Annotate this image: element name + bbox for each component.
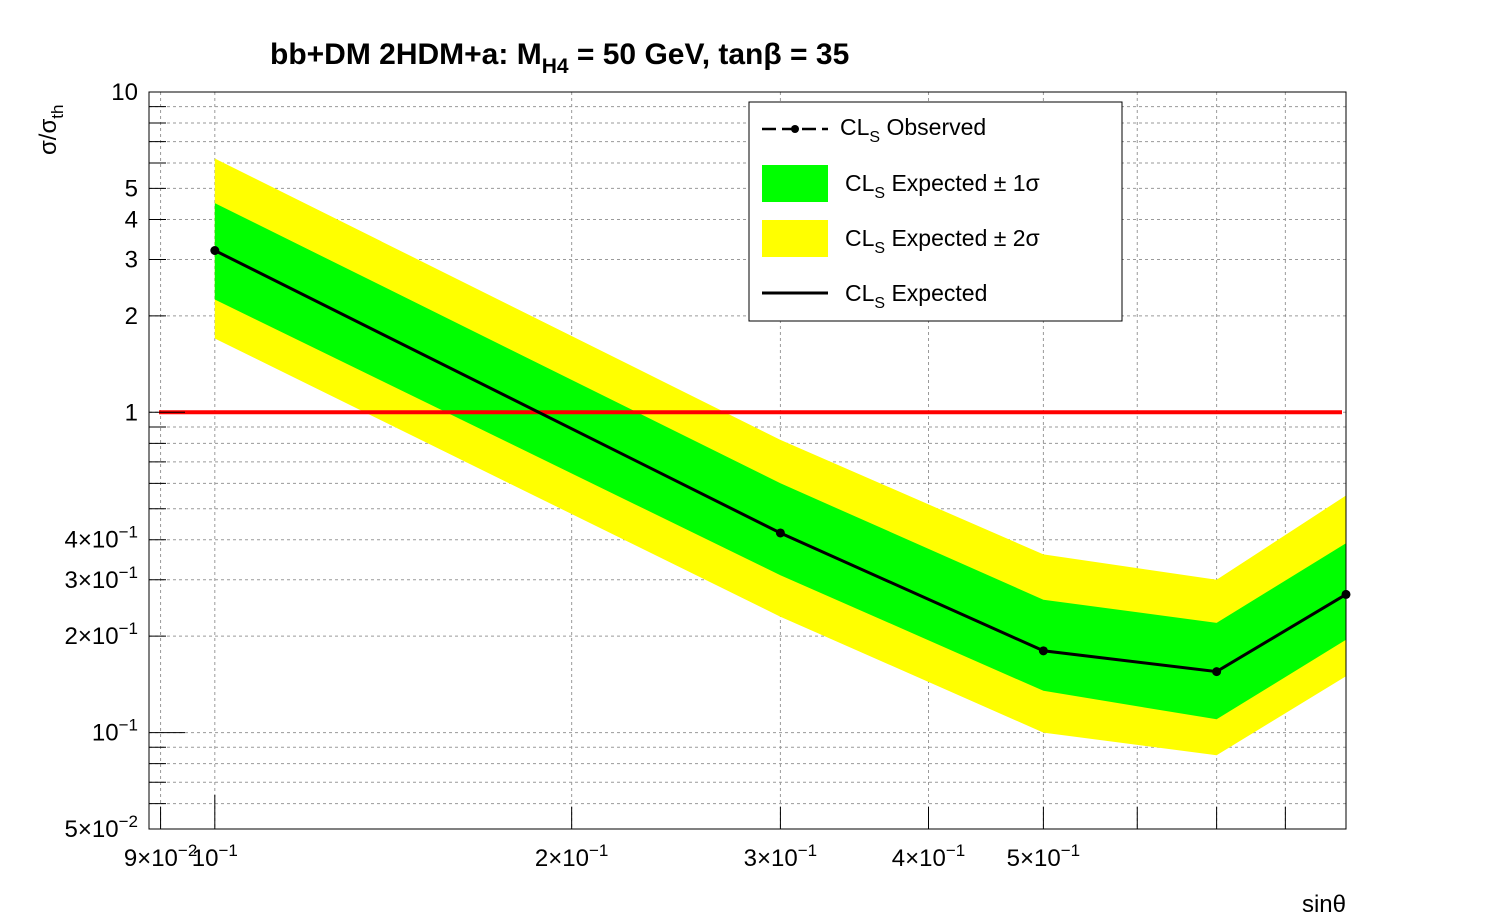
band-1sigma-layer [214, 203, 1346, 720]
y-tick-label: 5 [125, 175, 138, 202]
y-tick-label: 10 [111, 79, 138, 106]
x-tick-label-exp: −1 [218, 841, 237, 860]
y-tick-label-exp: −2 [119, 812, 138, 831]
x-tick-label-exp: −1 [798, 841, 817, 860]
x-tick-labels: 9×10−210−1 2×10−1 3×10−1 4×10−1 5×10−1 [124, 841, 1080, 872]
legend-swatch-band2 [762, 220, 828, 257]
y-tick-label: 1 [125, 399, 138, 426]
y-tick-label: 4 [125, 206, 138, 233]
legend-box [748, 101, 1123, 322]
legend-entry-observed: CLS Observed [762, 114, 986, 146]
x-axis-title: sinθ [1302, 891, 1346, 918]
y-tick-label: 4×10−1 [65, 523, 138, 554]
legend-cl-sub: S [874, 185, 885, 202]
y-tick-label-exp: −1 [119, 563, 138, 582]
x-tick-label: 4×10−1 [892, 841, 965, 872]
legend-text: Expected ± 1σ [885, 170, 1040, 196]
legend-label: CLS Observed [840, 114, 986, 146]
legend-cl: CL [845, 225, 875, 251]
x-tick-label-base: 4×10 [892, 845, 946, 872]
plot-frame [148, 91, 1347, 830]
y-axis-title: σ/σth [35, 105, 67, 155]
x-tick-label-base: 10 [192, 845, 219, 872]
legend-cl-sub: S [869, 129, 880, 146]
legend-cl: CL [840, 114, 870, 140]
chart-title-sub: H4 [542, 55, 569, 78]
y-tick-label-base: 10 [92, 720, 119, 747]
legend-entry-band2: CLS Expected ± 2σ [762, 220, 1040, 257]
legend-text: Observed [880, 114, 986, 140]
observed-point [1038, 646, 1048, 656]
y-tick-label-base: 3 [125, 246, 138, 273]
legend-entry-band1: CLS Expected ± 1σ [762, 165, 1040, 202]
legend-swatch-band1 [762, 165, 828, 202]
x-tick-label-exp: −1 [589, 841, 608, 860]
legend-entry-expected: CLS Expected [762, 280, 987, 312]
y-tick-label-exp: −1 [119, 716, 138, 735]
legend-cl: CL [845, 280, 875, 306]
y-tick-label-base: 5×10 [65, 816, 119, 843]
legend-text: Expected [885, 280, 987, 306]
legend-swatch-point [791, 125, 799, 133]
observed-point [210, 245, 220, 255]
x-tick-label-base: 9×10 [124, 845, 178, 872]
observed-points-layer [210, 245, 1351, 677]
y-tick-label-base: 10 [111, 79, 138, 106]
y-tick-label-base: 3×10 [65, 567, 119, 594]
x-tick-label-base: 5×10 [1007, 845, 1061, 872]
y-tick-label: 5×10−2 [65, 812, 138, 843]
legend-label: CLS Expected [845, 280, 987, 312]
chart-title: bb+DM 2HDM+a: MH4 = 50 GeV, tanβ = 35 [270, 38, 849, 78]
y-tick-label: 3 [125, 246, 138, 273]
axis-ticks [149, 91, 1347, 830]
y-tick-label: 10−1 [92, 716, 138, 747]
legend-cl: CL [845, 170, 875, 196]
x-tick-label: 2×10−1 [535, 841, 608, 872]
x-tick-label: 10−1 [192, 841, 238, 872]
y-tick-label-base: 4 [125, 206, 138, 233]
y-tick-label-exp: −1 [119, 523, 138, 542]
y-tick-label-base: 2×10 [65, 623, 119, 650]
legend-cl-sub: S [874, 295, 885, 312]
y-axis-title-main: σ/σ [35, 119, 62, 155]
legend-cl-sub: S [874, 240, 885, 257]
y-tick-label: 2 [125, 303, 138, 330]
chart-title-suffix: = 50 GeV, tanβ = 35 [569, 38, 850, 71]
y-tick-label-base: 4×10 [65, 527, 119, 554]
x-tick-label: 9×10−2 [124, 841, 197, 872]
observed-point [775, 528, 785, 538]
legend-label: CLS Expected ± 1σ [845, 170, 1040, 202]
x-tick-label-exp: −1 [1061, 841, 1080, 860]
x-tick-label-base: 3×10 [744, 845, 798, 872]
legend-text: Expected ± 2σ [885, 225, 1040, 251]
y-tick-label-base: 5 [125, 175, 138, 202]
x-tick-label-base: 2×10 [535, 845, 589, 872]
band-1sigma [214, 203, 1346, 720]
x-tick-label: 5×10−1 [1007, 841, 1080, 872]
y-tick-label: 3×10−1 [65, 563, 138, 594]
x-tick-label-exp: −1 [946, 841, 965, 860]
x-tick-label: 3×10−1 [744, 841, 817, 872]
chart-title-prefix: bb+DM 2HDM+a: M [270, 38, 542, 71]
y-tick-label-base: 2 [125, 303, 138, 330]
y-tick-label-base: 1 [125, 399, 138, 426]
y-tick-label: 2×10−1 [65, 619, 138, 650]
legend-label: CLS Expected ± 2σ [845, 225, 1040, 257]
y-axis-title-sub: th [48, 105, 67, 119]
y-tick-label-exp: −1 [119, 619, 138, 638]
x-tick-label-exp: −2 [178, 841, 197, 860]
observed-point [1212, 667, 1222, 677]
